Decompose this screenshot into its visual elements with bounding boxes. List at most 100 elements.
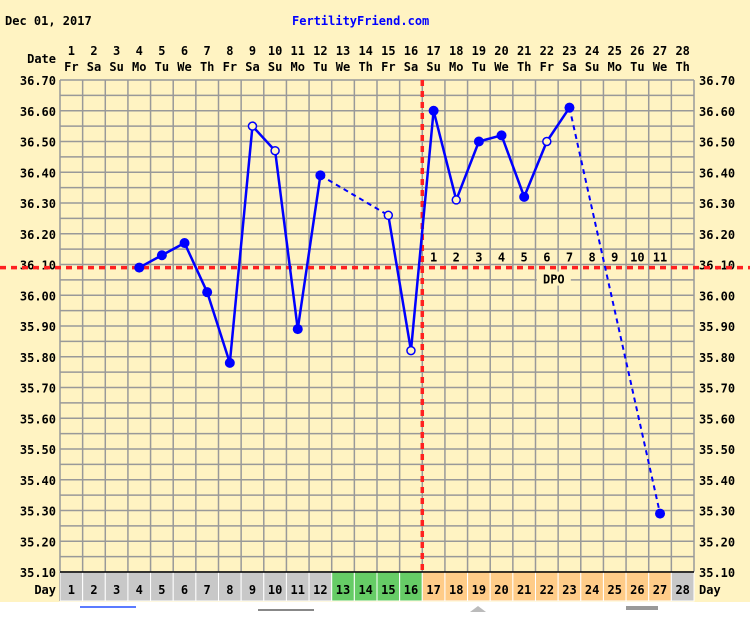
day-number: 24 [585, 583, 599, 597]
weekday-label: Th [358, 60, 372, 74]
day-number: 8 [226, 583, 233, 597]
day-number: 14 [358, 583, 372, 597]
date-label: 9 [249, 44, 256, 58]
day-row-label-right: Day [699, 583, 721, 597]
weekday-label: Sa [245, 60, 259, 74]
date-label: 26 [630, 44, 644, 58]
y-tick-label-right: 35.70 [699, 382, 735, 396]
temperature-point [473, 136, 484, 147]
temperature-point [564, 102, 575, 113]
day-number: 18 [449, 583, 463, 597]
weekday-label: We [336, 60, 350, 74]
date-label: 5 [158, 44, 165, 58]
weekday-label: Su [585, 60, 599, 74]
y-tick-label-right: 36.60 [699, 105, 735, 119]
y-tick-label-left: 36.00 [20, 289, 56, 303]
day-number: 7 [204, 583, 211, 597]
y-tick-label-left: 35.20 [20, 535, 56, 549]
y-tick-label-left: 35.50 [20, 443, 56, 457]
weekday-label: Sa [562, 60, 576, 74]
date-label: 8 [226, 44, 233, 58]
temperature-point [519, 191, 530, 202]
weekday-label: Su [426, 60, 440, 74]
y-tick-label-left: 35.80 [20, 351, 56, 365]
temperature-point-open [451, 195, 461, 205]
temperature-point [202, 287, 213, 298]
day-row-label-left: Day [34, 583, 56, 597]
date-label: 11 [291, 44, 305, 58]
day-number: 13 [336, 583, 350, 597]
y-tick-label-left: 35.10 [20, 566, 56, 580]
weekday-label: Tu [630, 60, 644, 74]
temperature-point [134, 262, 145, 273]
weekday-label: Th [200, 60, 214, 74]
weekday-label: Fr [223, 60, 237, 74]
day-number: 1 [68, 583, 75, 597]
weekday-label: We [177, 60, 191, 74]
day-number: 9 [249, 583, 256, 597]
dpo-label: 9 [611, 251, 618, 265]
day-number: 28 [675, 583, 689, 597]
y-tick-label-right: 35.10 [699, 566, 735, 580]
site-link[interactable]: FertilityFriend.com [292, 14, 429, 28]
y-tick-label-right: 36.00 [699, 289, 735, 303]
weekday-label: Tu [155, 60, 169, 74]
y-tick-label-left: 35.30 [20, 505, 56, 519]
date-label: 21 [517, 44, 531, 58]
temperature-line [409, 110, 435, 351]
day-number: 2 [90, 583, 97, 597]
day-number: 25 [608, 583, 622, 597]
y-tick-label-right: 35.60 [699, 412, 735, 426]
day-number: 22 [540, 583, 554, 597]
home-icon[interactable] [470, 606, 486, 612]
print-icon[interactable] [626, 606, 658, 617]
y-tick-label-left: 36.10 [20, 259, 56, 273]
temperature-line [251, 125, 277, 152]
date-label: 28 [675, 44, 689, 58]
temperature-line [455, 141, 481, 201]
dpo-label: 10 [630, 251, 644, 265]
temperature-point-open [270, 145, 280, 156]
dpo-label: 8 [588, 251, 595, 265]
temperature-point [156, 250, 167, 261]
weekday-label: Mo [132, 60, 146, 74]
temperature-line [273, 150, 299, 330]
temperature-line [228, 126, 254, 364]
date-label: 20 [494, 44, 508, 58]
y-tick-label-right: 35.50 [699, 443, 735, 457]
date-label: 24 [585, 44, 599, 58]
temperature-point [179, 237, 190, 248]
day-number: 21 [517, 583, 531, 597]
weekday-label: Sa [87, 60, 101, 74]
day-number: 6 [181, 583, 188, 597]
list-icon[interactable] [258, 609, 314, 618]
day-number: 19 [472, 583, 486, 597]
temperature-point [428, 105, 439, 116]
date-label: 3 [113, 44, 120, 58]
chart-view-icon[interactable] [80, 606, 136, 615]
y-tick-label-right: 35.20 [699, 535, 735, 549]
weekday-label: We [653, 60, 667, 74]
day-number: 4 [136, 583, 143, 597]
dpo-label-background [536, 271, 571, 286]
weekday-label: Sa [404, 60, 418, 74]
weekday-label: Th [517, 60, 531, 74]
day-number: 26 [630, 583, 644, 597]
date-label: 19 [472, 44, 486, 58]
temperature-line [500, 134, 526, 198]
date-label: 25 [608, 44, 622, 58]
y-tick-label-left: 36.30 [20, 197, 56, 211]
date-label: 14 [358, 44, 372, 58]
temperature-line [205, 291, 232, 364]
date-label: 4 [136, 44, 143, 58]
temperature-point [655, 508, 666, 519]
y-tick-label-right: 35.80 [699, 351, 735, 365]
chart-date: Dec 01, 2017 [5, 14, 92, 28]
day-number: 23 [562, 583, 576, 597]
weekday-label: Fr [64, 60, 78, 74]
date-label: 27 [653, 44, 667, 58]
day-number: 11 [291, 583, 305, 597]
y-tick-label-right: 35.90 [699, 320, 735, 334]
y-tick-label-right: 36.50 [699, 136, 735, 150]
weekday-label: Tu [472, 60, 486, 74]
